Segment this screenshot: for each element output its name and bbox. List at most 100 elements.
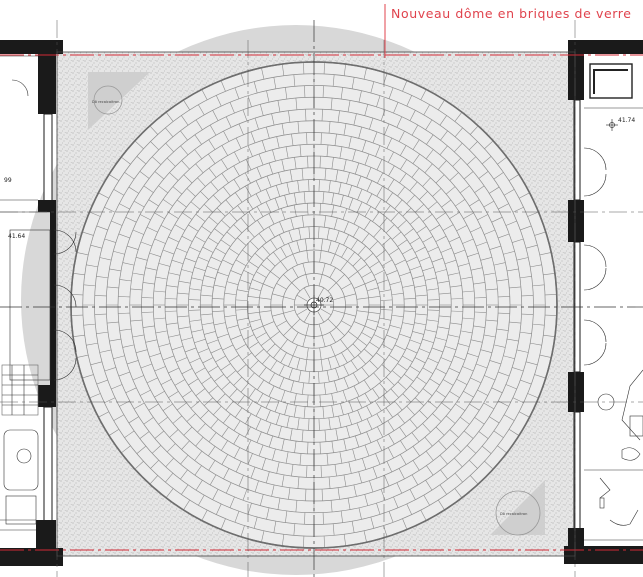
brick-joint (194, 450, 203, 461)
brick-joint (457, 263, 470, 267)
brick-joint (207, 237, 219, 245)
brick-joint (294, 441, 297, 453)
brick-joint (256, 332, 267, 339)
brick-joint (396, 482, 403, 494)
brick-joint (491, 387, 503, 394)
brick-joint (303, 406, 306, 419)
brick-joint (143, 185, 154, 193)
brick-joint (432, 413, 442, 422)
brick-joint (519, 331, 532, 334)
brick-joint (412, 275, 424, 279)
brick-joint (306, 250, 309, 263)
brick-joint (168, 212, 179, 219)
brick-joint (162, 199, 173, 207)
brick-joint (398, 468, 405, 479)
brick-joint (498, 371, 510, 377)
brick-joint (238, 123, 244, 135)
brick-joint (422, 236, 434, 243)
brick-joint (249, 318, 261, 323)
brick-joint (442, 224, 454, 231)
brick-joint (261, 140, 266, 152)
brick-joint (233, 179, 241, 190)
brick-joint (399, 173, 407, 184)
brick-joint (246, 372, 255, 382)
brick-joint (133, 402, 145, 410)
brick-joint (318, 226, 320, 239)
brick-joint (270, 331, 280, 339)
brick-joint (221, 219, 231, 229)
brick-joint (415, 294, 428, 297)
brick-joint (263, 321, 275, 327)
brick-joint (473, 282, 486, 285)
brick-joint (462, 366, 474, 372)
brick-joint (108, 428, 120, 436)
brick-joint (411, 432, 420, 443)
brick-joint (331, 192, 335, 205)
brick-joint (543, 334, 555, 338)
brick-joint (303, 191, 306, 204)
brick-joint (253, 81, 258, 94)
brick-joint (402, 80, 408, 92)
brick-joint (210, 256, 222, 263)
brick-joint (319, 395, 321, 407)
brick-joint (166, 157, 176, 167)
brick-joint (402, 355, 413, 363)
brick-joint (268, 372, 276, 384)
brick-joint (376, 95, 381, 107)
brick-joint (255, 180, 262, 192)
brick-joint (451, 310, 463, 312)
brick-joint (201, 509, 208, 521)
brick-joint (327, 240, 332, 252)
brick-joint (425, 450, 434, 461)
brick-joint (286, 182, 290, 195)
brick-joint (270, 239, 278, 250)
brick-joint (204, 275, 216, 279)
brick-joint (357, 264, 368, 272)
brick-joint (370, 81, 375, 94)
brick-joint (208, 167, 217, 178)
brick-joint (383, 395, 391, 405)
brick-joint (324, 429, 327, 442)
brick-joint (134, 140, 144, 149)
brick-joint (406, 503, 413, 515)
brick-joint (489, 360, 502, 365)
brick-joint (366, 405, 373, 417)
brick-joint (339, 451, 343, 464)
brick-joint (422, 214, 433, 222)
brick-joint (321, 109, 323, 121)
brick-joint (278, 426, 282, 438)
brick-joint (184, 257, 197, 263)
brick-joint (379, 382, 388, 393)
brick-joint (470, 339, 483, 343)
brick-joint (463, 171, 474, 180)
brick-joint (326, 453, 329, 466)
brick-joint (247, 453, 253, 465)
brick-joint (435, 269, 447, 273)
brick-joint (291, 282, 301, 292)
brick-joint (381, 237, 391, 246)
brick-joint (322, 406, 325, 419)
brick-joint (330, 344, 336, 356)
brick-joint (350, 360, 358, 371)
drain-top-left (93, 85, 123, 115)
brick-joint (370, 516, 375, 529)
brick-joint (186, 413, 196, 422)
brick-joint (386, 334, 398, 340)
brick-joint (194, 367, 206, 374)
brick-joint (195, 480, 203, 491)
brick-joint (362, 458, 367, 470)
brick-joint (246, 400, 254, 412)
brick-joint (414, 284, 427, 288)
brick-joint (145, 339, 158, 343)
brick-joint (509, 286, 521, 289)
brick-joint (215, 355, 226, 363)
brick-joint (440, 247, 452, 253)
brick-joint (525, 244, 538, 249)
brick-joint (154, 390, 165, 398)
brick-joint (290, 217, 294, 230)
brick-joint (448, 236, 460, 243)
brick-joint (470, 377, 482, 384)
brick-joint (226, 325, 239, 329)
brick-joint (424, 329, 437, 333)
brick-joint (348, 198, 354, 210)
